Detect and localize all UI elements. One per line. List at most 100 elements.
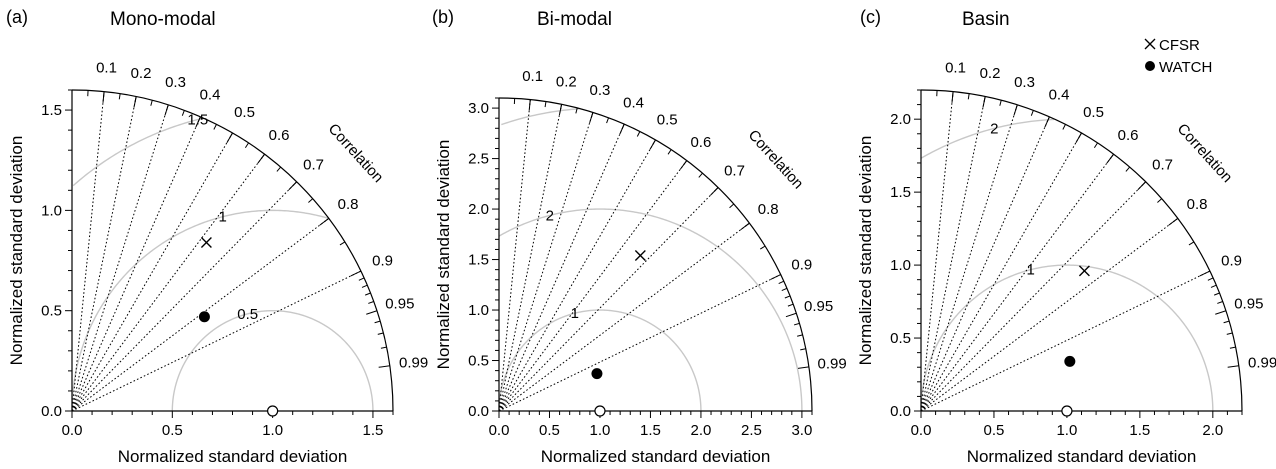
panel-1: 0.1 0.2 0.3 0.4 0.5 0.6 0.7 0.8 0.9 0.95 0.99 Corre… bbox=[6, 7, 428, 466]
correlation-major-tick bbox=[195, 116, 201, 128]
correlation-tick-label: 0.7 bbox=[1152, 157, 1173, 174]
correlation-line bbox=[920, 270, 1211, 412]
correlation-tick-label: 0.95 bbox=[1234, 295, 1263, 312]
panel-2: 0.1 0.2 0.3 0.4 0.5 0.6 0.7 0.8 0.9 0.95 0.99 Corre… bbox=[432, 7, 847, 466]
correlation-major-tick bbox=[785, 312, 797, 318]
correlation-minor-tick bbox=[800, 348, 806, 351]
correlation-line bbox=[71, 270, 362, 412]
correlation-minor-tick bbox=[967, 93, 970, 100]
correlation-minor-tick bbox=[784, 295, 791, 299]
correlation-tick-label: 0.1 bbox=[522, 68, 543, 85]
correlation-major-tick bbox=[679, 160, 688, 170]
correlation-minor-tick bbox=[374, 320, 381, 324]
correlation-minor-tick bbox=[999, 100, 1002, 106]
y-tick-label: 2.0 bbox=[890, 111, 911, 128]
correlation-tick-label: 0.99 bbox=[818, 356, 847, 373]
correlation-tick-label: 0.5 bbox=[1083, 104, 1104, 121]
correlation-tick-label: 0.1 bbox=[96, 60, 117, 77]
correlation-tick-label: 0.7 bbox=[724, 163, 745, 180]
correlation-minor-tick bbox=[244, 142, 249, 149]
correlation-major-tick bbox=[770, 274, 781, 280]
correlation-minor-tick bbox=[606, 117, 610, 124]
correlation-minor-tick bbox=[636, 131, 641, 137]
correlation-tick-label: 0.95 bbox=[804, 298, 833, 315]
correlation-line bbox=[498, 123, 625, 412]
reference-point-marker bbox=[267, 405, 279, 417]
correlation-major-tick bbox=[740, 222, 750, 231]
outer-arc bbox=[71, 89, 394, 412]
correlation-minor-tick bbox=[1229, 346, 1236, 349]
legend-label: WATCH bbox=[1159, 59, 1212, 76]
correlation-line bbox=[920, 132, 1082, 412]
correlation-major-tick bbox=[797, 366, 809, 369]
x-tick-label: 0.0 bbox=[62, 422, 83, 439]
correlation-major-tick bbox=[982, 96, 986, 108]
y-tick-label: 2.5 bbox=[468, 151, 489, 168]
cfsr-point-marker bbox=[1078, 265, 1090, 277]
correlation-minor-tick bbox=[213, 124, 217, 130]
correlation-minor-tick bbox=[544, 101, 547, 108]
x-tick-label: 2.0 bbox=[1202, 422, 1223, 439]
correlation-minor-tick bbox=[667, 149, 672, 155]
correlation-line bbox=[920, 116, 1050, 412]
correlation-line bbox=[920, 96, 986, 412]
x-axis-label: Normalized standard deviation bbox=[541, 447, 771, 466]
correlation-major-tick bbox=[1199, 270, 1211, 277]
cfsr-marker-stroke bbox=[200, 236, 212, 248]
correlation-line bbox=[71, 116, 201, 412]
y-tick-label: 1.5 bbox=[890, 184, 911, 201]
rms-contour bbox=[920, 118, 1055, 159]
correlation-tick-label: 0.7 bbox=[303, 157, 324, 174]
x-axis-label: Normalized standard deviation bbox=[967, 447, 1197, 466]
rms-contour-label: 1 bbox=[1026, 262, 1034, 279]
correlation-line bbox=[920, 217, 1179, 412]
correlation-tick-label: 0.5 bbox=[657, 112, 678, 129]
outer-arc bbox=[498, 97, 813, 412]
correlation-tick-label: 0.9 bbox=[1221, 253, 1242, 270]
correlation-minor-tick bbox=[698, 172, 703, 178]
legend-label: CFSR bbox=[1159, 37, 1200, 54]
correlation-major-tick bbox=[226, 132, 233, 143]
correlation-major-tick bbox=[558, 104, 563, 116]
x-tick-label: 0.0 bbox=[911, 422, 932, 439]
correlation-tick-label: 0.2 bbox=[556, 73, 577, 90]
correlation-major-tick bbox=[257, 153, 266, 164]
correlation-minor-tick bbox=[1062, 124, 1066, 130]
x-tick-label: 0.5 bbox=[539, 422, 560, 439]
correlation-minor-tick bbox=[1217, 301, 1223, 304]
y-tick-label: 3.0 bbox=[468, 100, 489, 117]
watch-point-marker bbox=[1064, 355, 1076, 367]
x-tick-label: 1.0 bbox=[1056, 422, 1077, 439]
correlation-tick-label: 0.3 bbox=[165, 74, 186, 91]
x-tick-label: 3.0 bbox=[791, 422, 812, 439]
correlation-line bbox=[920, 91, 954, 412]
correlation-minor-tick bbox=[1030, 110, 1034, 116]
panel-tag: (b) bbox=[432, 7, 454, 27]
correlation-line bbox=[71, 132, 233, 412]
correlation-tick-label: 0.9 bbox=[372, 253, 393, 270]
legend-cfsr-marker bbox=[1144, 38, 1156, 50]
correlation-major-tick bbox=[589, 112, 594, 124]
y-axis-label: Normalized standard deviation bbox=[7, 136, 26, 366]
correlation-tick-label: 0.99 bbox=[1248, 354, 1276, 371]
x-tick-label: 0.0 bbox=[489, 422, 510, 439]
correlation-major-tick bbox=[133, 96, 137, 108]
correlation-minor-tick bbox=[364, 292, 371, 296]
correlation-major-tick bbox=[1075, 132, 1082, 143]
correlation-minor-tick bbox=[787, 303, 794, 307]
y-tick-label: 0.0 bbox=[890, 403, 911, 420]
correlation-minor-tick bbox=[118, 93, 121, 100]
reference-point-marker bbox=[594, 405, 606, 417]
correlation-major-tick bbox=[1215, 310, 1227, 315]
correlation-minor-tick bbox=[1226, 332, 1233, 335]
correlation-line bbox=[71, 96, 137, 412]
correlation-major-tick bbox=[1137, 181, 1147, 191]
correlation-tick-label: 0.8 bbox=[758, 201, 779, 218]
correlation-minor-tick bbox=[1213, 292, 1220, 296]
correlation-tick-label: 0.2 bbox=[980, 65, 1001, 82]
rms-contour-label: 1 bbox=[571, 305, 579, 322]
correlation-line bbox=[920, 153, 1114, 412]
correlation-minor-tick bbox=[1125, 166, 1131, 172]
correlation-minor-tick bbox=[380, 346, 387, 349]
